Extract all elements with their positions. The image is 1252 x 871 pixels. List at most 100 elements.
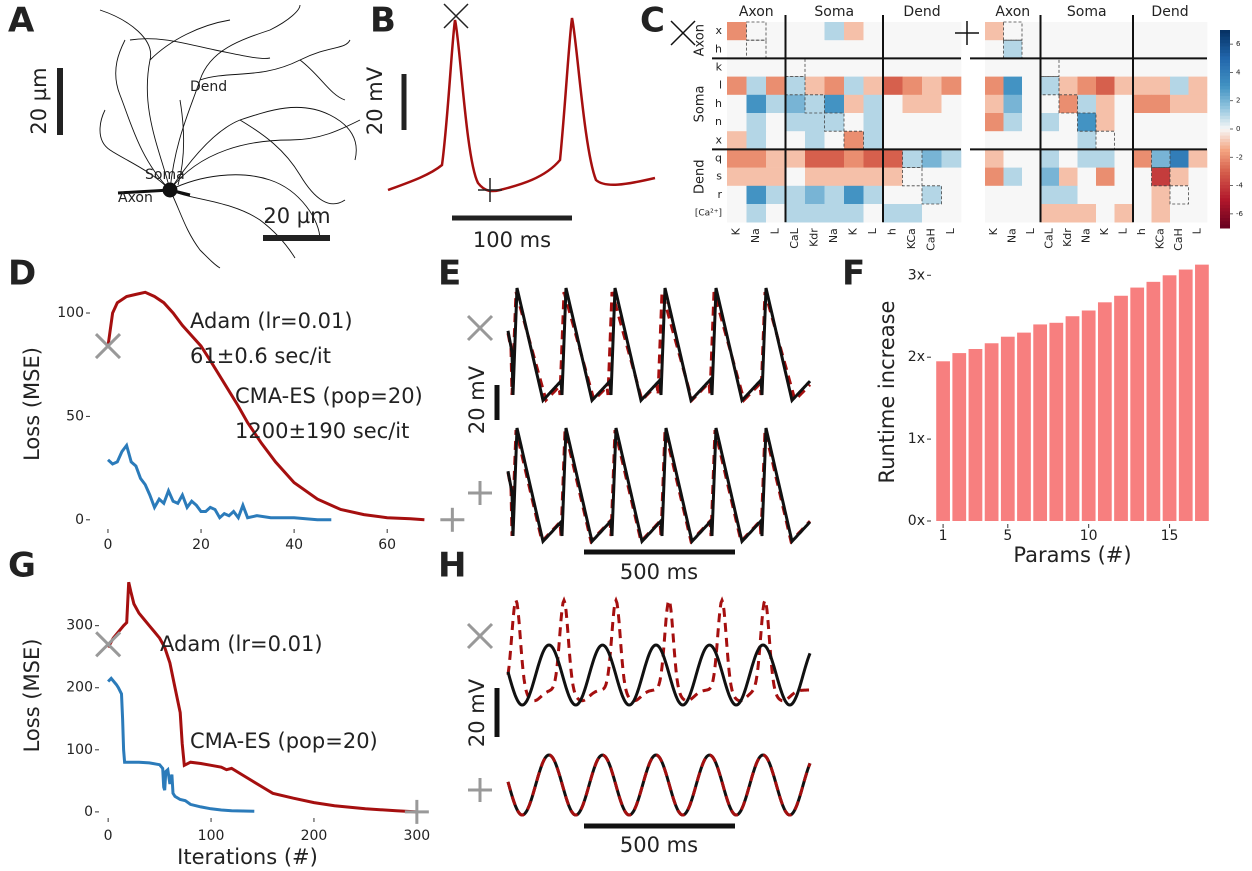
colorbar-strip xyxy=(1220,36,1230,41)
diagonal-box xyxy=(1169,185,1189,205)
heatmap-cell xyxy=(863,131,884,150)
heatmap-cell xyxy=(1003,204,1023,223)
voltage-trace xyxy=(506,643,812,707)
heatmap-cell xyxy=(727,167,747,187)
heatmap-cell xyxy=(824,40,845,59)
row-label: l xyxy=(719,79,722,92)
colorbar-strip xyxy=(1220,96,1230,100)
heatmap-cell xyxy=(805,94,825,114)
heatmap-cell xyxy=(824,76,845,96)
bar xyxy=(1065,316,1080,521)
colorbar-strip xyxy=(1220,211,1230,216)
region-label: Axon xyxy=(118,190,153,206)
heatmap-cell xyxy=(1003,58,1023,77)
diagonal-box xyxy=(1151,167,1171,187)
heatmap-cell xyxy=(883,131,903,150)
heatmap-cell xyxy=(766,167,786,187)
heatmap-cell xyxy=(1170,113,1189,132)
heatmap-cell xyxy=(1151,76,1171,96)
x-tick-label: 1 xyxy=(939,528,948,544)
heatmap-cell xyxy=(785,40,806,59)
heatmap-cell xyxy=(766,94,786,114)
colorbar-strip xyxy=(1220,46,1230,51)
heatmap-cell xyxy=(1059,94,1078,114)
heatmap-cell xyxy=(1077,167,1097,187)
bar xyxy=(1130,287,1145,521)
heatmap-cell xyxy=(985,167,1004,187)
heatmap-cell xyxy=(1040,94,1060,114)
column-label: KCa xyxy=(1154,228,1167,249)
y-tick-label: 0 xyxy=(75,512,84,528)
colorbar-strip xyxy=(1220,43,1230,47)
heatmap-cell xyxy=(785,131,806,150)
y-tick-label: 200 xyxy=(66,680,93,696)
colorbar-strip xyxy=(1220,132,1230,137)
marker-symbol xyxy=(440,507,465,532)
x-tick-label: 20 xyxy=(192,537,210,553)
heatmap-cell xyxy=(746,167,767,187)
bar xyxy=(1114,295,1128,521)
heatmap-cell xyxy=(863,58,884,77)
heatmap-cell xyxy=(922,149,942,168)
column-group-label: Dend xyxy=(903,4,940,20)
heatmap-cell xyxy=(1133,94,1152,114)
colorbar-strip xyxy=(1220,125,1230,130)
bar xyxy=(1097,302,1112,521)
heatmap-cell xyxy=(805,76,825,96)
scale-label: 20 mV xyxy=(465,365,489,434)
heatmap-cell xyxy=(727,131,747,150)
heatmap-cell xyxy=(1151,185,1171,205)
heatmap-cell xyxy=(985,22,1004,41)
heatmap-cell xyxy=(1077,22,1097,41)
panel-label: F xyxy=(842,254,865,294)
heatmap-cell xyxy=(1151,40,1171,59)
heatmap-cell xyxy=(1022,94,1041,114)
colorbar-strip xyxy=(1220,30,1230,34)
y-tick-label: 0 xyxy=(84,804,93,820)
diagonal-box xyxy=(1058,94,1078,114)
heatmap-cell xyxy=(1170,149,1189,168)
colorbar-strip xyxy=(1220,59,1230,64)
heatmap-cell xyxy=(1151,94,1171,114)
heatmap-cell xyxy=(746,149,767,168)
heatmap-cell xyxy=(1188,76,1208,96)
heatmap-cell xyxy=(1096,204,1115,223)
colorbar-strip xyxy=(1220,152,1230,156)
colorbar-strip xyxy=(1220,165,1230,170)
column-label: CaH xyxy=(1172,228,1185,251)
heatmap-cell xyxy=(824,149,845,168)
heatmap-cell xyxy=(1003,94,1023,114)
heatmap-cell xyxy=(766,113,786,132)
heatmap-cell xyxy=(1133,22,1152,41)
heatmap-cell xyxy=(1022,185,1041,205)
heatmap-cell xyxy=(1170,76,1189,96)
heatmap-cell xyxy=(1170,167,1189,187)
colorbar-strip xyxy=(1220,49,1230,54)
heatmap-cell xyxy=(902,185,923,205)
heatmap-cell xyxy=(1059,22,1078,41)
diagonal-box xyxy=(921,185,942,205)
bar xyxy=(1049,322,1064,521)
scale-label: 20 µm xyxy=(263,204,330,228)
heatmap-cell xyxy=(902,131,923,150)
colorbar-strip xyxy=(1220,39,1230,44)
series-label: CMA-ES (pop=20) xyxy=(235,384,423,408)
heatmap-cell xyxy=(863,22,884,41)
heatmap-cell xyxy=(1040,40,1060,59)
colorbar-strip xyxy=(1220,69,1230,74)
heatmap-cell xyxy=(1114,185,1134,205)
y-axis-label: Runtime increase xyxy=(875,301,899,484)
column-label: CaL xyxy=(788,227,801,248)
heatmap-cell xyxy=(1040,22,1060,41)
heatmap-cell xyxy=(1151,131,1171,150)
heatmap-cell xyxy=(1170,185,1189,205)
x-tick-label: 200 xyxy=(301,828,328,844)
heatmap-cell xyxy=(922,40,942,59)
row-label: q xyxy=(715,152,722,165)
heatmap-cell xyxy=(922,167,942,187)
column-group-label: Soma xyxy=(814,4,854,20)
marker-symbol xyxy=(468,481,492,505)
marker-symbol xyxy=(404,799,429,824)
heatmap-cell xyxy=(1059,167,1078,187)
colorbar-strip xyxy=(1220,142,1230,146)
